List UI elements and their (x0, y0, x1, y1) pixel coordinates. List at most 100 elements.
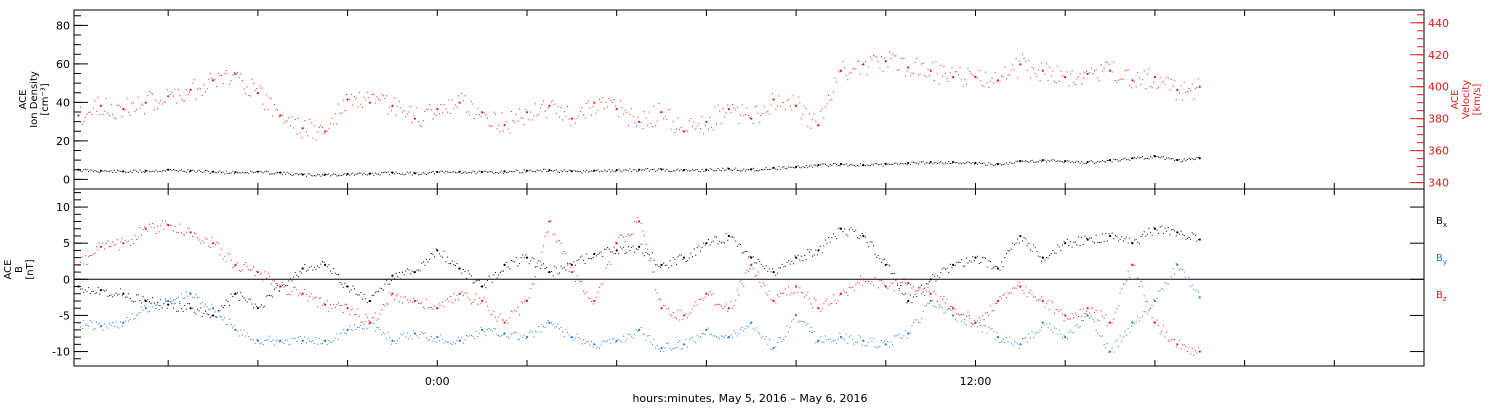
bz-point (615, 242, 618, 245)
bz-sample (618, 237, 620, 239)
bz-sample (241, 269, 243, 271)
legend-subscript: y (1443, 258, 1447, 266)
bx-sample (869, 241, 871, 243)
by-sample (563, 335, 565, 337)
by-sample (472, 335, 474, 337)
bx-sample (643, 255, 645, 257)
bz-sample (264, 271, 266, 273)
by-sample (627, 333, 629, 335)
bz-sample (826, 298, 828, 300)
bz-sample (350, 309, 352, 311)
density-sample (410, 171, 412, 173)
by-sample (121, 325, 123, 327)
bx-sample (1090, 237, 1092, 239)
density-sample (618, 168, 620, 170)
velocity-sample (97, 96, 99, 98)
density-sample (309, 173, 311, 175)
bx-sample (693, 248, 695, 250)
density-sample (970, 162, 972, 164)
bx-point (1176, 231, 1179, 234)
by-sample (480, 326, 482, 328)
density-sample (299, 173, 301, 175)
velocity-sample (352, 104, 354, 106)
bx-sample (107, 295, 109, 297)
bx-sample (182, 311, 184, 313)
bx-sample (797, 254, 799, 256)
by-sample (597, 346, 599, 348)
bx-sample (711, 241, 713, 243)
bx-sample (1004, 257, 1006, 259)
by-sample (1012, 344, 1014, 346)
density-sample (691, 168, 693, 170)
velocity-sample (799, 102, 801, 104)
bx-sample (1105, 233, 1107, 235)
by-sample (871, 340, 873, 342)
by-sample (273, 344, 275, 346)
density-sample (597, 169, 599, 171)
bz-sample (205, 237, 207, 239)
bx-sample (914, 293, 916, 295)
bz-sample (116, 239, 118, 241)
velocity-point (256, 92, 259, 95)
by-sample (360, 324, 362, 326)
velocity-sample (1078, 76, 1080, 78)
density-sample (611, 169, 613, 171)
velocity-sample (395, 114, 397, 116)
velocity-sample (1145, 88, 1147, 90)
bx-sample (762, 265, 764, 267)
density-sample (349, 174, 351, 176)
bx-sample (810, 249, 812, 251)
by-sample (253, 339, 255, 341)
bz-sample (701, 297, 703, 299)
bx-sample (205, 310, 207, 312)
velocity-sample (126, 98, 128, 100)
velocity-point (794, 104, 798, 107)
bz-sample (764, 285, 766, 287)
bz-point (458, 292, 461, 295)
by-sample (499, 336, 501, 338)
density-sample (853, 164, 855, 166)
bz-sample (760, 286, 762, 288)
velocity-point (279, 114, 282, 117)
by-sample (1105, 347, 1107, 349)
density-sample (916, 162, 918, 164)
velocity-sample (927, 68, 929, 70)
density-point (189, 169, 192, 172)
bx-sample (666, 264, 668, 266)
bz-point (839, 292, 843, 295)
velocity-sample (716, 123, 718, 125)
density-sample (253, 172, 255, 174)
density-sample (107, 170, 109, 172)
density-point (548, 169, 551, 172)
density-sample (720, 170, 722, 172)
bx-sample (669, 260, 671, 262)
density-sample (470, 172, 472, 174)
by-sample (1033, 336, 1035, 338)
by-sample (478, 332, 480, 334)
y-right-tick-label: 440 (1428, 17, 1449, 30)
bz-sample (301, 294, 303, 296)
bx-sample (937, 275, 939, 277)
bx-sample (956, 262, 958, 264)
bx-sample (1100, 241, 1102, 243)
by-sample (506, 336, 508, 338)
bx-sample (177, 310, 179, 312)
bz-point (346, 307, 349, 310)
density-sample (829, 163, 831, 165)
y-right-tick-label: 420 (1428, 49, 1449, 62)
bz-sample (647, 248, 649, 250)
bx-sample (224, 305, 226, 307)
bx-point (1064, 242, 1067, 245)
by-sample (666, 342, 668, 344)
velocity-sample (224, 73, 226, 75)
bz-sample (632, 233, 634, 235)
density-sample (1114, 159, 1116, 161)
velocity-sample (198, 87, 200, 89)
velocity-sample (709, 117, 711, 119)
bx-sample (557, 273, 559, 275)
by-sample (933, 306, 935, 308)
bz-sample (362, 321, 364, 323)
bz-sample (682, 318, 684, 320)
density-sample (1137, 156, 1139, 158)
velocity-sample (110, 103, 112, 105)
